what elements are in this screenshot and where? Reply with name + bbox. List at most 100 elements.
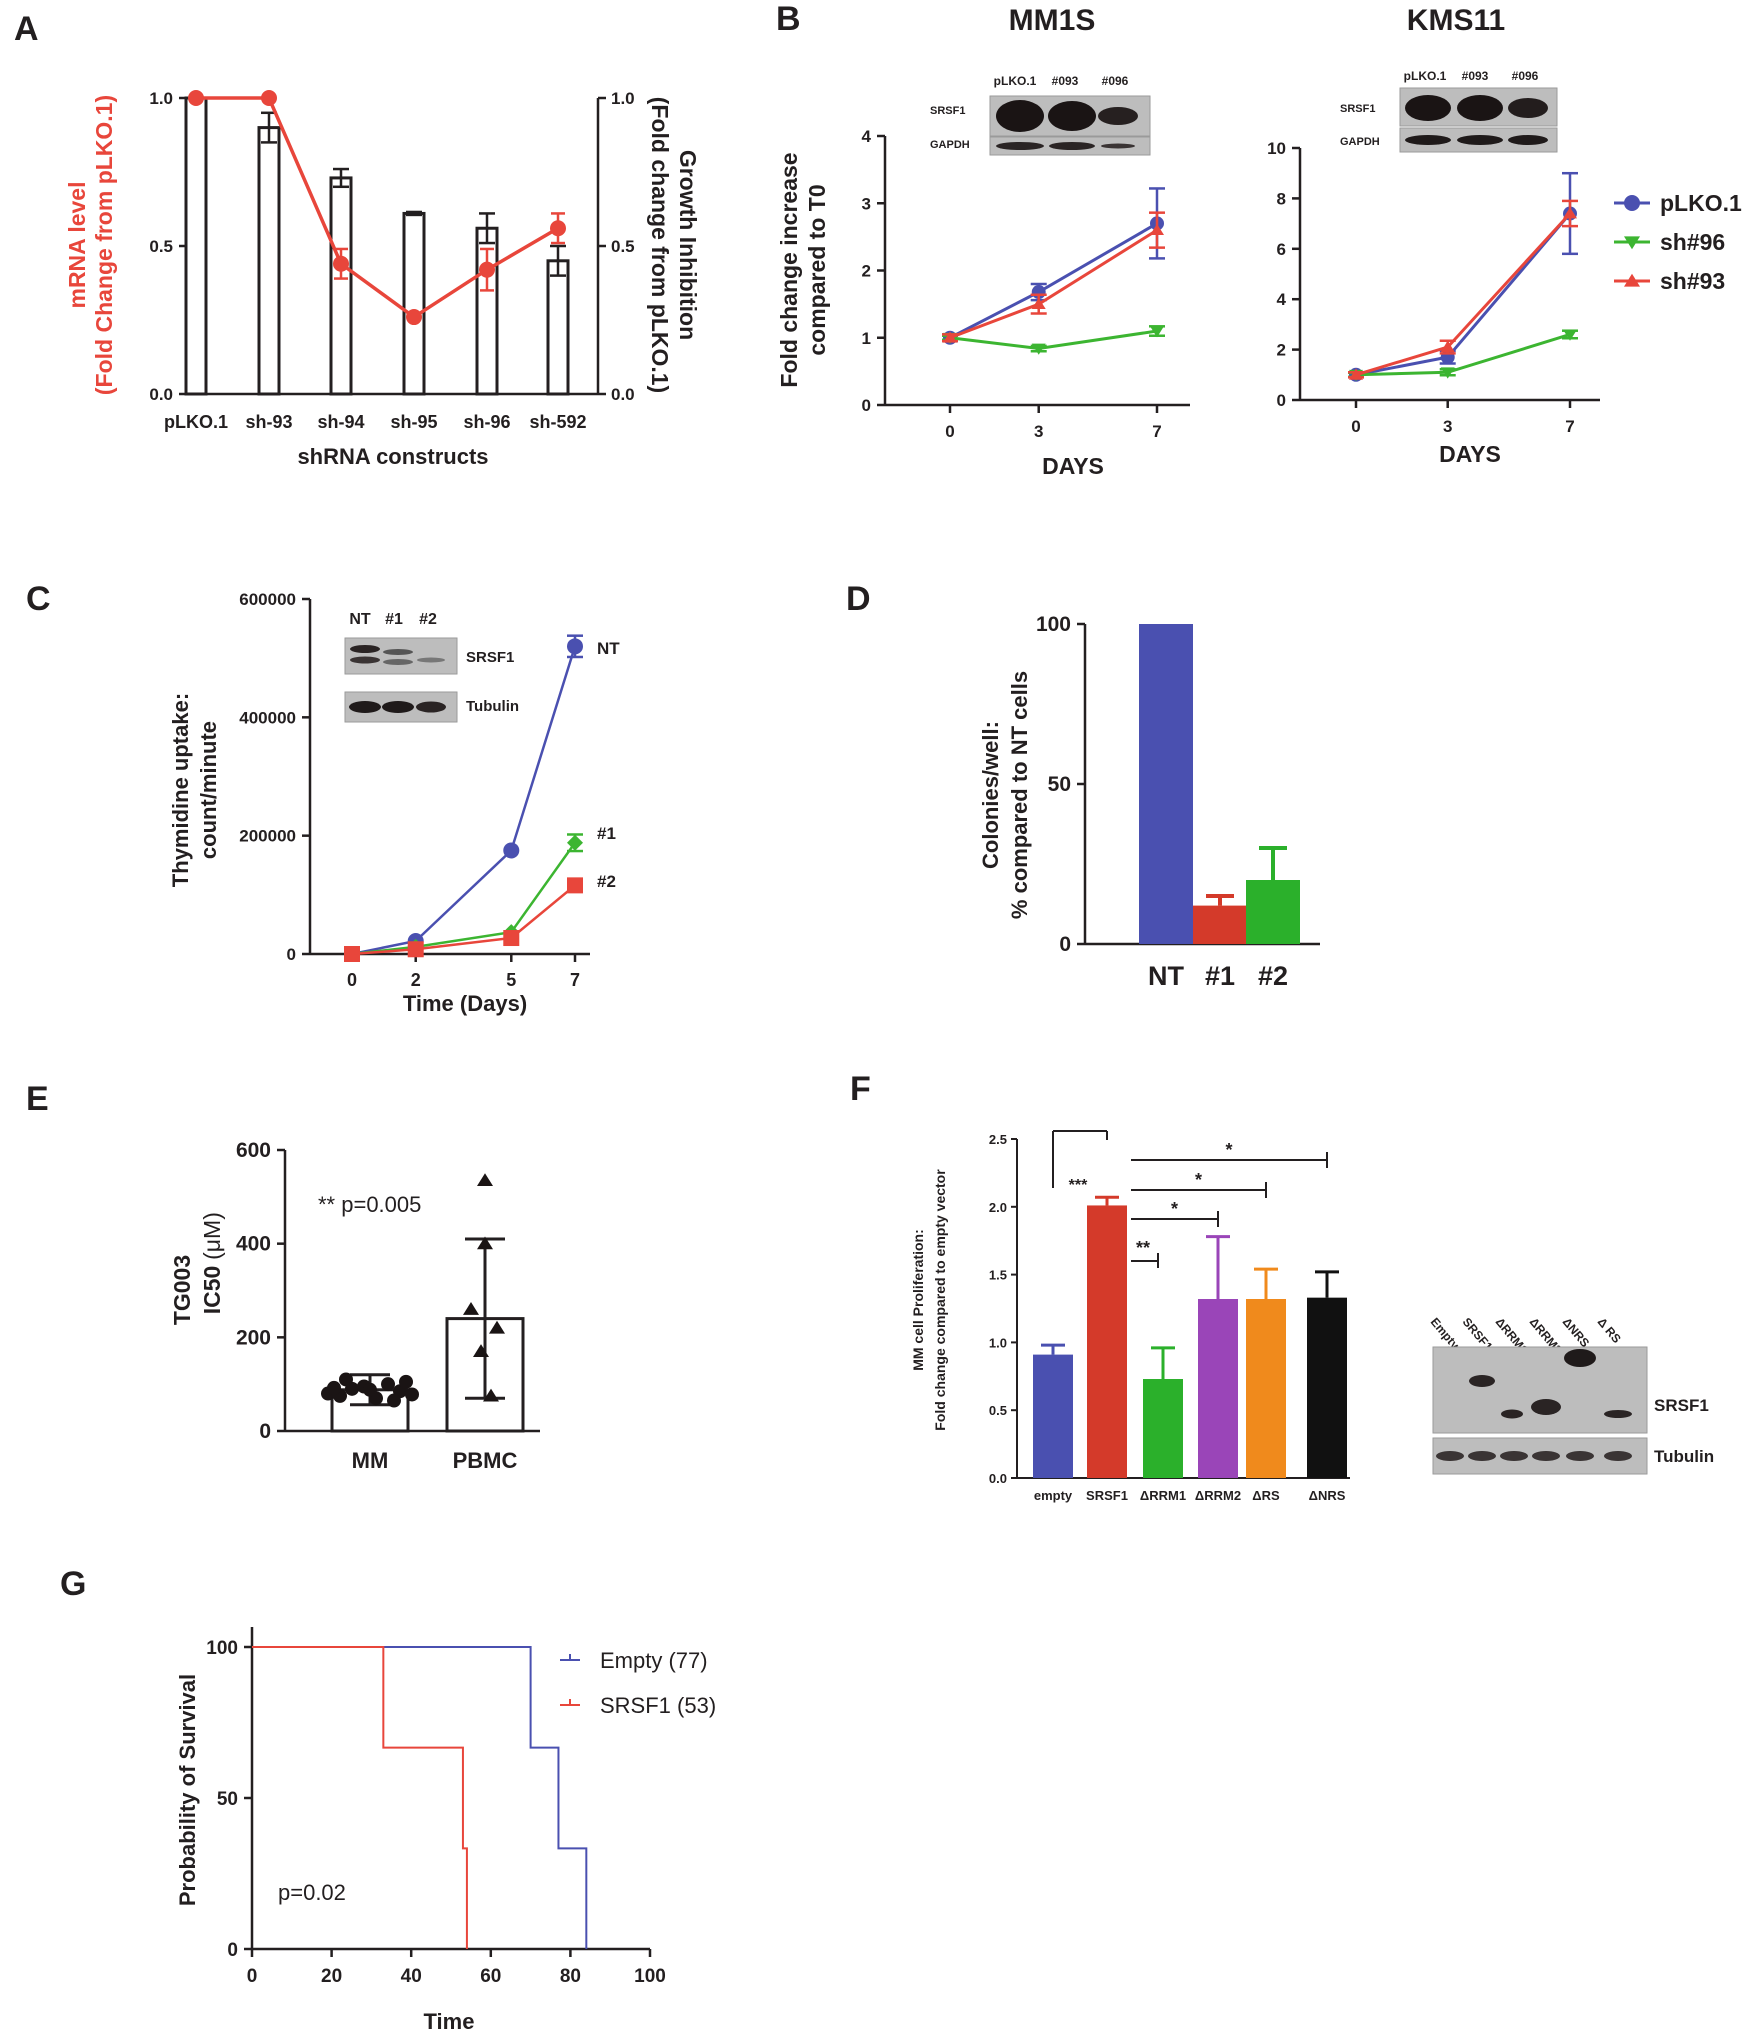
panelB-band <box>1508 98 1548 118</box>
panelB-mm1s-series-point <box>1031 343 1046 355</box>
panelC-ytick-label: 0 <box>287 945 296 964</box>
panelB-kms11-series-point <box>1349 368 1363 380</box>
panelB-legend-marker <box>1624 195 1640 211</box>
panelE-mm-point <box>387 1393 401 1408</box>
panelA-bar <box>329 176 353 396</box>
panelF-band <box>1500 1451 1528 1461</box>
panelF-band <box>1566 1451 1594 1461</box>
panelA-y2tick-label: 0.0 <box>611 385 635 404</box>
panelE-pbmc-point <box>483 1388 499 1402</box>
panelA-ytick-label: 0.5 <box>149 237 173 256</box>
panelA-mrna-point <box>479 261 495 278</box>
panelA-category-label: sh-96 <box>463 412 510 432</box>
panelF-ytick-label: 0.5 <box>989 1403 1007 1418</box>
panelB-band <box>1457 135 1503 145</box>
panelE-pbmc-point <box>477 1173 493 1187</box>
panel-label-A: A <box>14 10 39 48</box>
panelB-legend-label: sh#96 <box>1660 229 1725 255</box>
panelA-ytick-label: 1.0 <box>149 89 173 108</box>
panelF-significance: * <box>1225 1140 1232 1160</box>
panelF-category-label: empty <box>1034 1488 1073 1503</box>
panelB-mm1s-series-line <box>949 222 1158 340</box>
panelE-pbmc-point <box>473 1344 489 1357</box>
panelB-mm1s-series-point <box>1150 223 1164 236</box>
panelB-mm1s-row-label: GAPDH <box>930 139 970 151</box>
panelF-row-label: SRSF1 <box>1654 1396 1709 1415</box>
panelB-kms11-lane-label: #093 <box>1462 69 1489 83</box>
panelD-ytick-label: 50 <box>1048 773 1071 796</box>
panelA-bar <box>402 211 426 396</box>
panelC-series-point <box>344 946 360 962</box>
panelG-xtick-label: 0 <box>247 1966 258 1987</box>
panelB-kms11-series-line <box>1355 212 1572 377</box>
panelB-band <box>996 100 1044 132</box>
panelA-mrna-line <box>196 96 559 320</box>
panelC-band <box>383 649 413 655</box>
panel-label-C: C <box>26 580 51 618</box>
panelA-y-label: (Fold Change from pLKO.1) <box>91 95 117 395</box>
panelB-kms11-lane-label: pLKO.1 <box>1404 69 1447 83</box>
panelE-pbmc-point <box>477 1236 493 1250</box>
panelD-bar <box>1193 905 1247 944</box>
panelB-mm1s-series-point <box>943 331 957 343</box>
panelC-lane-label: #1 <box>385 611 403 628</box>
panelE-mm-point <box>405 1387 419 1402</box>
panelA-bar <box>184 96 208 396</box>
panelB-y-label: Fold change increase <box>776 152 802 387</box>
panelC-ytick-label: 400000 <box>239 708 296 727</box>
panelB-mm1s-series-point <box>1031 297 1046 310</box>
panelF-ytick-label: 2.0 <box>989 1200 1007 1215</box>
panelB-band <box>1405 135 1451 145</box>
panelF-category-label: ΔRRM2 <box>1195 1488 1241 1503</box>
panelA-category-label: sh-592 <box>529 412 586 432</box>
panelC-series-label: NT <box>597 639 620 658</box>
panelE-mm-point <box>363 1382 377 1397</box>
panelF-lane-label: ΔNRS <box>1560 1315 1593 1350</box>
panelB-mm1s-ytick-label: 0 <box>862 396 871 415</box>
panelF-category-label: ΔNRS <box>1309 1488 1346 1503</box>
panelE-ytick-label: 0 <box>259 1420 271 1443</box>
panelE-y-unit: (μM) <box>199 1212 225 1260</box>
panelA-mrna-point <box>550 220 566 237</box>
panelF-category-label: ΔRRM1 <box>1140 1488 1186 1503</box>
panelB-kms11-ytick-label: 6 <box>1277 240 1286 259</box>
panelA-mrna-point <box>188 90 204 106</box>
panelG-survival-curve <box>252 1646 588 1949</box>
panelG-xtick-label: 80 <box>560 1966 581 1987</box>
panelB-kms11-xtick-label: 3 <box>1443 417 1452 436</box>
panelA-category-label: sh-93 <box>245 412 292 432</box>
panelF-band <box>1436 1451 1464 1461</box>
panelF-ytick-label: 1.5 <box>989 1268 1007 1283</box>
panelF-bar <box>1307 1297 1347 1478</box>
panelD-y-label: Colonies/well: <box>978 721 1003 869</box>
panelD-ytick-label: 0 <box>1059 933 1071 956</box>
panelF-y-label: MM cell Proliferation: <box>910 1229 926 1371</box>
panelG-survival-curve <box>252 1646 468 1949</box>
panelD-bar <box>1246 880 1300 944</box>
panelC-y-label: count/minute <box>196 721 221 859</box>
panelA-bar <box>257 126 281 396</box>
panelE-pbmc-point <box>463 1302 479 1315</box>
panelB-kms11-series-line <box>1355 212 1572 377</box>
panelC-band <box>350 645 380 653</box>
panelF-row-label: Tubulin <box>1654 1447 1714 1466</box>
panelB-legend-marker <box>1624 236 1640 250</box>
panelF-significance: ** <box>1136 1238 1150 1258</box>
panelB-mm1s-lane-label: pLKO.1 <box>994 74 1037 88</box>
panelB-mm1s-row-label: SRSF1 <box>930 105 965 117</box>
panelF-lane-label: Δ RS <box>1595 1315 1624 1346</box>
panelE-category-label: PBMC <box>453 1448 518 1473</box>
panelF-bar <box>1198 1299 1238 1478</box>
panelC-lane-label: #2 <box>419 611 437 628</box>
panel-label-G: G <box>60 1565 86 1603</box>
panelB-mm1s-series-line <box>949 329 1158 351</box>
panelD-category-label: #1 <box>1205 961 1235 991</box>
panelA-mrna-point <box>406 309 422 326</box>
panelC-band <box>417 657 445 663</box>
panelB-band <box>1049 142 1095 150</box>
panelC-x-label: Time (Days) <box>403 991 527 1016</box>
panelC-series-line <box>351 884 576 956</box>
panelD-category-label: NT <box>1148 961 1184 991</box>
panelE-mm-point <box>327 1380 341 1395</box>
panelC-series-point <box>503 842 520 859</box>
